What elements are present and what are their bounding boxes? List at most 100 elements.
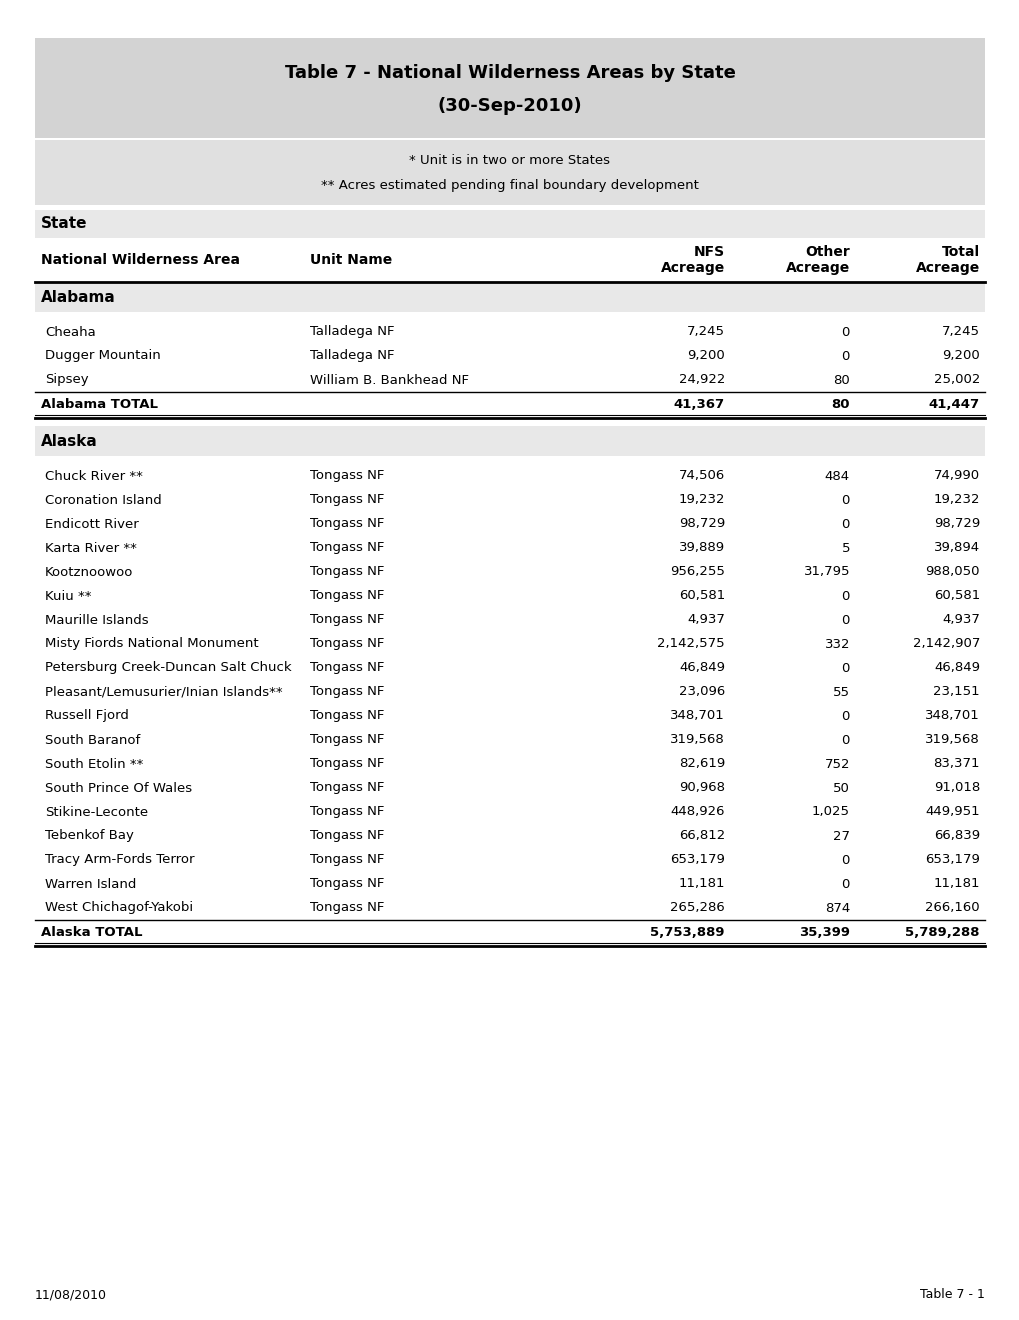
Text: 988,050: 988,050 — [924, 565, 979, 578]
Text: 0: 0 — [841, 878, 849, 891]
Text: Tongass NF: Tongass NF — [310, 878, 384, 891]
Text: 46,849: 46,849 — [933, 661, 979, 675]
Text: 348,701: 348,701 — [669, 710, 725, 722]
Text: 98,729: 98,729 — [932, 517, 979, 531]
Text: 0: 0 — [841, 854, 849, 866]
Text: 265,286: 265,286 — [669, 902, 725, 915]
Text: Alabama: Alabama — [41, 289, 115, 305]
Text: 11,181: 11,181 — [678, 878, 725, 891]
Text: NFS: NFS — [693, 246, 725, 259]
Text: 1,025: 1,025 — [811, 805, 849, 818]
Text: 31,795: 31,795 — [803, 565, 849, 578]
Text: 332: 332 — [823, 638, 849, 651]
Text: West Chichagof-Yakobi: West Chichagof-Yakobi — [45, 902, 193, 915]
Text: 5,753,889: 5,753,889 — [650, 927, 725, 940]
Text: 4,937: 4,937 — [687, 614, 725, 627]
Text: Tongass NF: Tongass NF — [310, 710, 384, 722]
Text: Tebenkof Bay: Tebenkof Bay — [45, 829, 133, 842]
Text: 74,506: 74,506 — [678, 470, 725, 483]
Text: 46,849: 46,849 — [679, 661, 725, 675]
Text: South Baranof: South Baranof — [45, 734, 141, 747]
Text: 23,096: 23,096 — [678, 685, 725, 698]
Text: 66,812: 66,812 — [678, 829, 725, 842]
Text: 5,789,288: 5,789,288 — [905, 927, 979, 940]
Text: Tongass NF: Tongass NF — [310, 494, 384, 507]
Text: 0: 0 — [841, 350, 849, 363]
Text: 55: 55 — [833, 685, 849, 698]
Text: 484: 484 — [824, 470, 849, 483]
Text: Chuck River **: Chuck River ** — [45, 470, 143, 483]
Text: State: State — [41, 216, 88, 231]
Text: Talladega NF: Talladega NF — [310, 326, 394, 338]
Text: South Prince Of Wales: South Prince Of Wales — [45, 781, 192, 795]
Text: 60,581: 60,581 — [932, 590, 979, 602]
Text: 9,200: 9,200 — [687, 350, 725, 363]
Text: 653,179: 653,179 — [669, 854, 725, 866]
Text: 39,889: 39,889 — [679, 541, 725, 554]
Text: 0: 0 — [841, 710, 849, 722]
Text: Alabama TOTAL: Alabama TOTAL — [41, 399, 158, 412]
Text: 4,937: 4,937 — [942, 614, 979, 627]
Text: Endicott River: Endicott River — [45, 517, 139, 531]
Text: Alaska TOTAL: Alaska TOTAL — [41, 927, 143, 940]
Text: Alaska: Alaska — [41, 433, 98, 449]
Text: Dugger Mountain: Dugger Mountain — [45, 350, 161, 363]
Text: 80: 80 — [833, 374, 849, 387]
Text: 0: 0 — [841, 326, 849, 338]
Text: Unit Name: Unit Name — [310, 253, 392, 267]
Text: 319,568: 319,568 — [669, 734, 725, 747]
Text: 25,002: 25,002 — [932, 374, 979, 387]
Text: Cheaha: Cheaha — [45, 326, 96, 338]
Text: Warren Island: Warren Island — [45, 878, 137, 891]
Text: Table 7 - National Wilderness Areas by State: Table 7 - National Wilderness Areas by S… — [284, 63, 735, 82]
Text: Tongass NF: Tongass NF — [310, 517, 384, 531]
Text: 80: 80 — [830, 399, 849, 412]
Text: 956,255: 956,255 — [669, 565, 725, 578]
Text: Misty Fiords National Monument: Misty Fiords National Monument — [45, 638, 259, 651]
Text: 90,968: 90,968 — [679, 781, 725, 795]
Text: 82,619: 82,619 — [678, 758, 725, 771]
Bar — [35, 426, 984, 455]
Text: 7,245: 7,245 — [942, 326, 979, 338]
Text: 0: 0 — [841, 614, 849, 627]
Text: Tongass NF: Tongass NF — [310, 902, 384, 915]
Text: Tracy Arm-Fords Terror: Tracy Arm-Fords Terror — [45, 854, 195, 866]
Text: 653,179: 653,179 — [924, 854, 979, 866]
Text: 50: 50 — [833, 781, 849, 795]
Text: Tongass NF: Tongass NF — [310, 661, 384, 675]
Text: Tongass NF: Tongass NF — [310, 805, 384, 818]
Text: 874: 874 — [824, 902, 849, 915]
Text: Tongass NF: Tongass NF — [310, 854, 384, 866]
Text: 348,701: 348,701 — [924, 710, 979, 722]
Text: Tongass NF: Tongass NF — [310, 734, 384, 747]
Text: Tongass NF: Tongass NF — [310, 638, 384, 651]
Text: 41,447: 41,447 — [928, 399, 979, 412]
Text: 752: 752 — [823, 758, 849, 771]
Text: South Etolin **: South Etolin ** — [45, 758, 144, 771]
Text: * Unit is in two or more States: * Unit is in two or more States — [409, 153, 610, 166]
Text: 7,245: 7,245 — [687, 326, 725, 338]
Text: 319,568: 319,568 — [924, 734, 979, 747]
Text: 24,922: 24,922 — [678, 374, 725, 387]
Text: Tongass NF: Tongass NF — [310, 541, 384, 554]
Text: 35,399: 35,399 — [798, 927, 849, 940]
Text: Petersburg Creek-Duncan Salt Chuck: Petersburg Creek-Duncan Salt Chuck — [45, 661, 291, 675]
Text: 11,181: 11,181 — [932, 878, 979, 891]
Text: 19,232: 19,232 — [932, 494, 979, 507]
Text: 0: 0 — [841, 661, 849, 675]
Text: Other: Other — [804, 246, 849, 259]
Text: Tongass NF: Tongass NF — [310, 685, 384, 698]
Text: 266,160: 266,160 — [924, 902, 979, 915]
Text: 39,894: 39,894 — [933, 541, 979, 554]
Bar — [35, 38, 984, 139]
Text: Tongass NF: Tongass NF — [310, 565, 384, 578]
Text: Talladega NF: Talladega NF — [310, 350, 394, 363]
Text: (30-Sep-2010): (30-Sep-2010) — [437, 96, 582, 115]
Text: Tongass NF: Tongass NF — [310, 590, 384, 602]
Text: 0: 0 — [841, 590, 849, 602]
Text: 41,367: 41,367 — [674, 399, 725, 412]
Text: Kuiu **: Kuiu ** — [45, 590, 92, 602]
Text: Total: Total — [941, 246, 979, 259]
Text: 5: 5 — [841, 541, 849, 554]
Text: Tongass NF: Tongass NF — [310, 781, 384, 795]
